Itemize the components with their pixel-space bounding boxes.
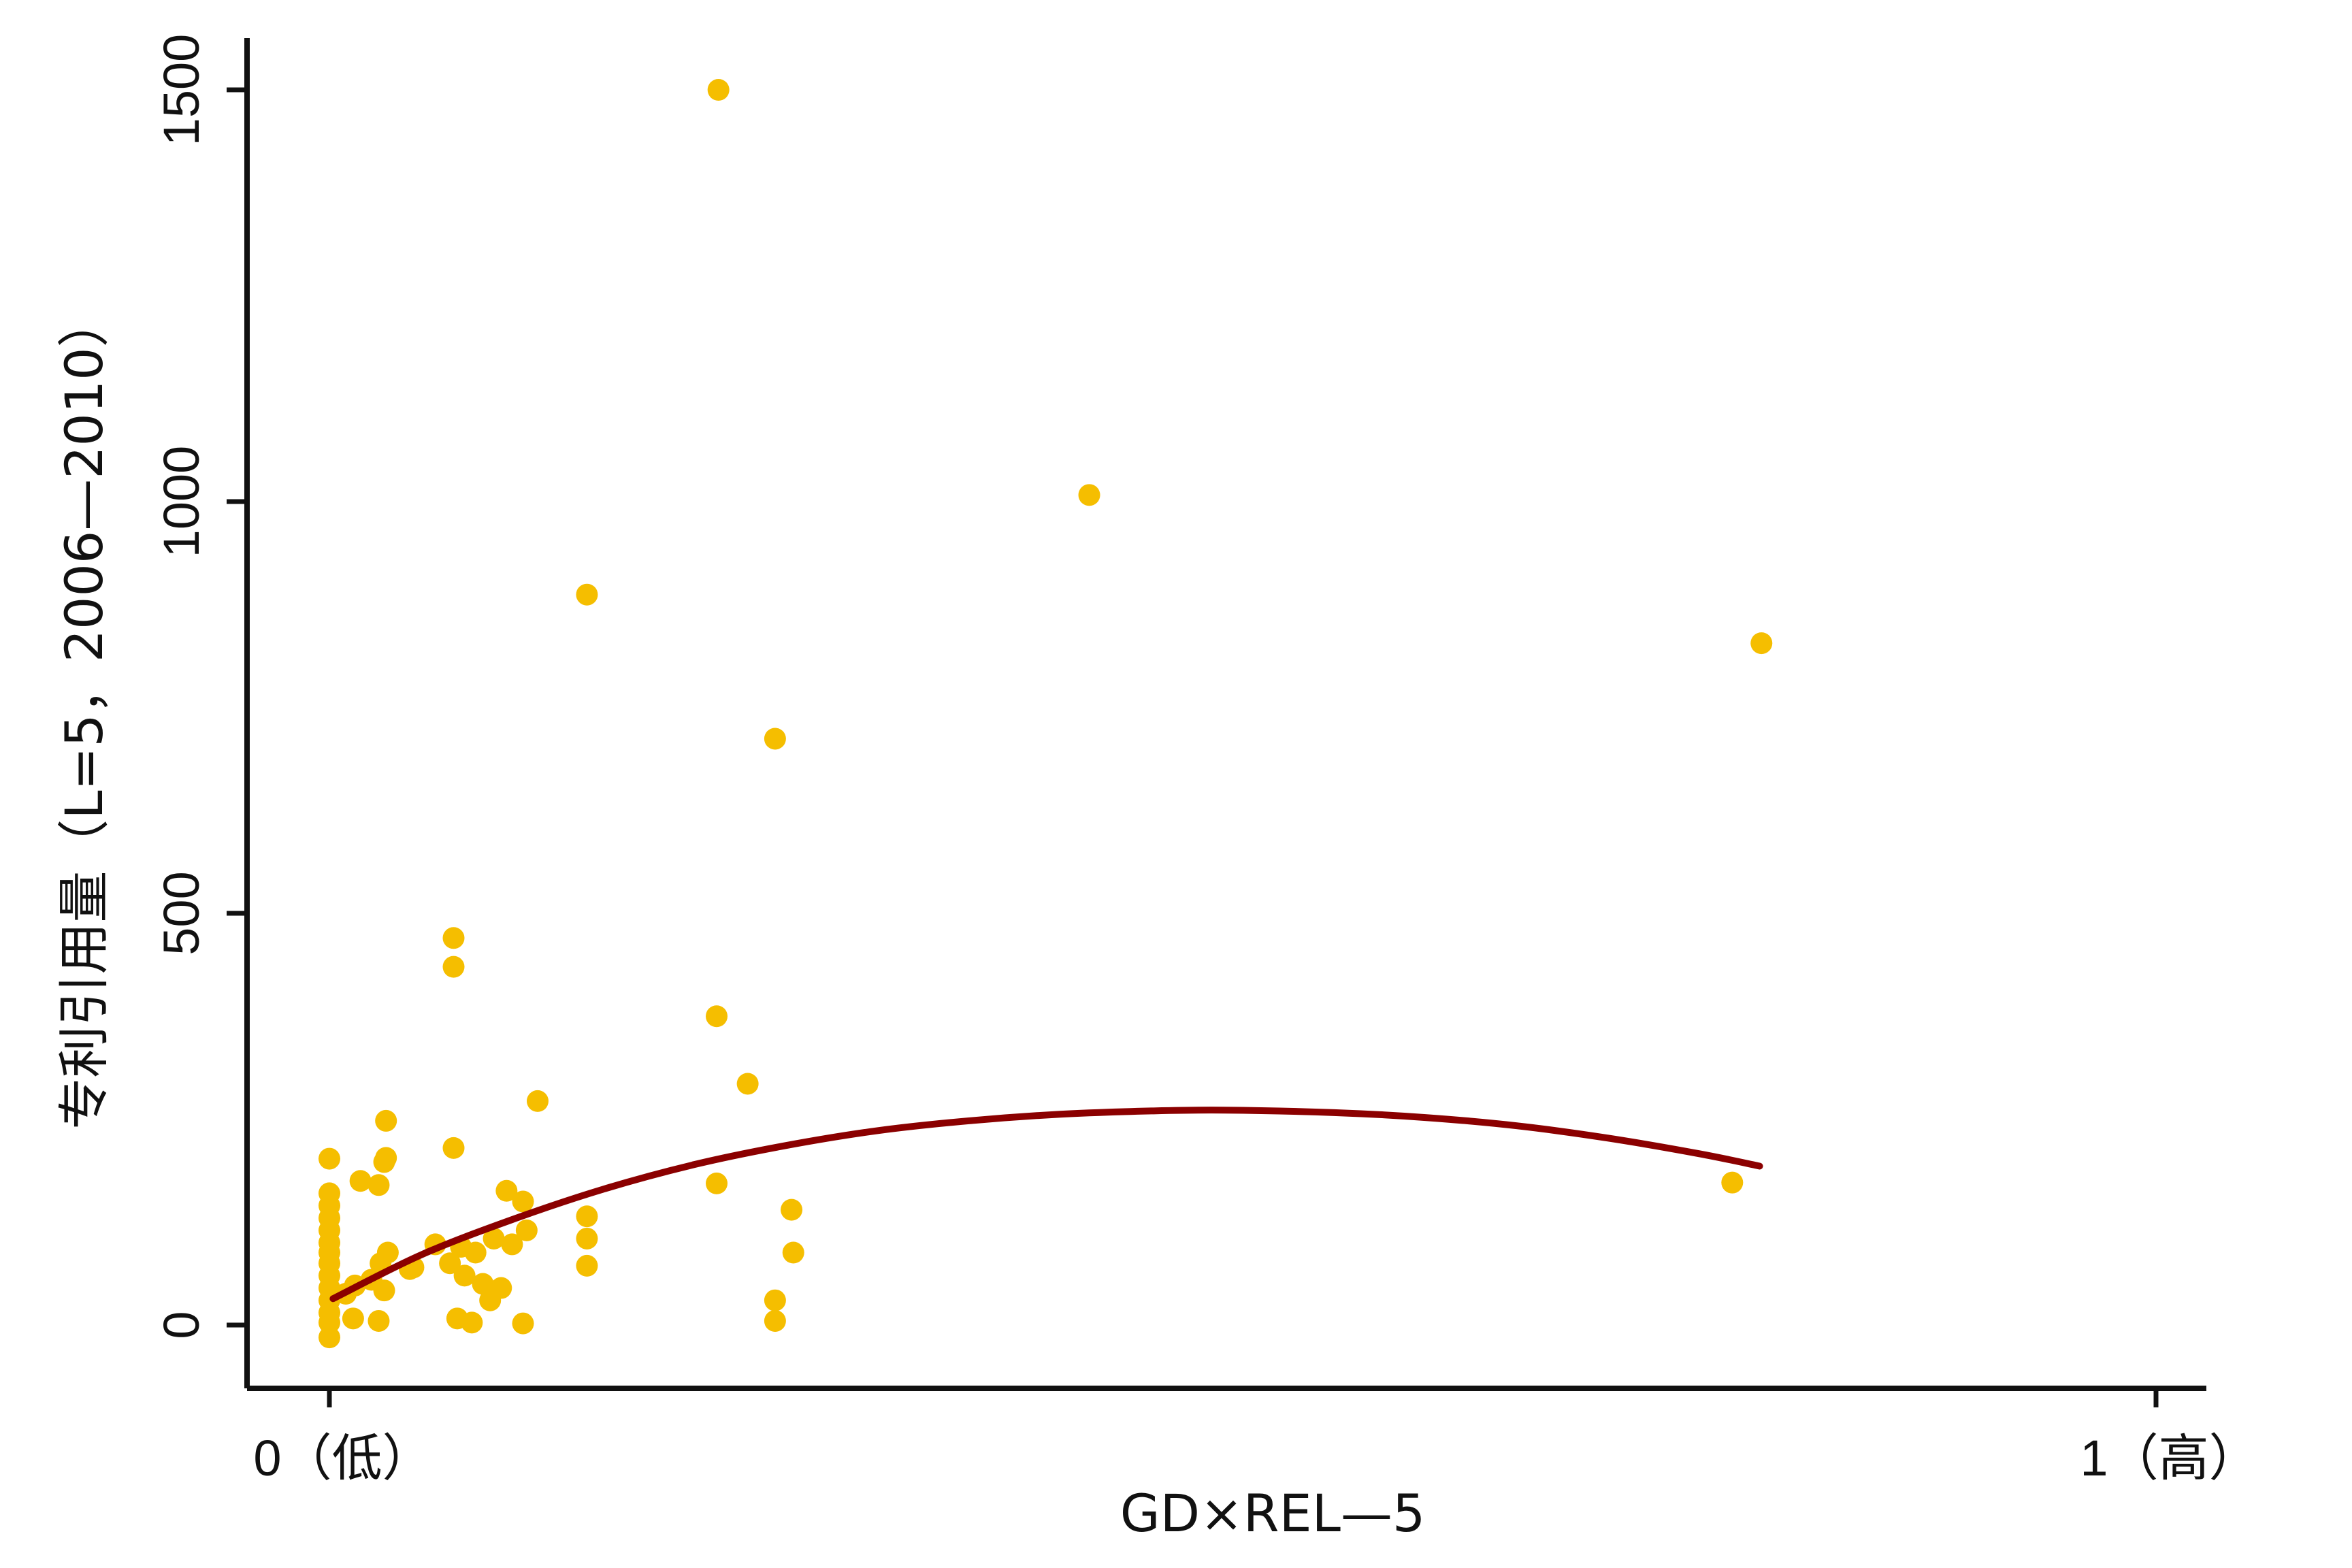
data-point: [472, 1273, 494, 1295]
data-point: [442, 1137, 465, 1159]
data-point: [526, 1090, 549, 1112]
x-tick-label: 0（低）: [253, 1430, 432, 1486]
data-point: [1078, 484, 1100, 506]
data-point: [479, 1289, 502, 1311]
data-point: [576, 1227, 598, 1250]
data-point: [439, 1252, 461, 1275]
data-point: [375, 1109, 397, 1132]
data-point: [576, 1205, 598, 1228]
data-point: [368, 1309, 390, 1332]
data-point: [764, 1309, 786, 1332]
data-point: [707, 79, 730, 101]
y-tick-label: 500: [153, 871, 210, 955]
data-point: [512, 1190, 534, 1213]
data-point: [373, 1151, 395, 1173]
data-point: [576, 583, 598, 606]
data-point: [483, 1227, 505, 1250]
y-axis: 0 500 1000 1500: [153, 34, 250, 1388]
data-point: [373, 1279, 395, 1302]
data-point: [764, 728, 786, 750]
y-tick-label: 1000: [153, 446, 210, 558]
data-point: [342, 1307, 364, 1330]
data-point: [349, 1170, 372, 1192]
data-point: [461, 1311, 483, 1334]
data-point: [1750, 632, 1773, 655]
x-axis-title: GD×REL—5: [1120, 1483, 1426, 1544]
data-point: [576, 1254, 598, 1277]
data-point: [368, 1174, 390, 1196]
data-point: [706, 1172, 728, 1194]
data-point: [736, 1073, 759, 1095]
data-point: [512, 1312, 534, 1335]
data-point: [442, 927, 465, 949]
scatter-points: [318, 79, 1773, 1349]
data-point: [781, 1198, 803, 1221]
data-point: [764, 1289, 786, 1311]
data-point: [318, 1147, 340, 1170]
data-point: [453, 1264, 476, 1287]
data-point: [501, 1233, 523, 1256]
data-point: [442, 956, 465, 978]
data-point: [782, 1241, 804, 1264]
y-tick-label: 0: [153, 1311, 210, 1339]
y-axis-title: 专利引用量（L=5，2006—2010）: [54, 295, 114, 1129]
data-point: [495, 1179, 518, 1202]
data-point: [1721, 1171, 1744, 1194]
data-point: [515, 1219, 538, 1241]
x-axis: 0（低） 1（高）: [247, 1386, 2259, 1486]
data-point: [464, 1241, 487, 1264]
data-point: [318, 1326, 340, 1349]
x-tick-label: 1（高）: [2080, 1430, 2259, 1486]
fit-line: [329, 1107, 1763, 1303]
data-point: [706, 1005, 728, 1028]
y-tick-label: 1500: [153, 34, 210, 146]
